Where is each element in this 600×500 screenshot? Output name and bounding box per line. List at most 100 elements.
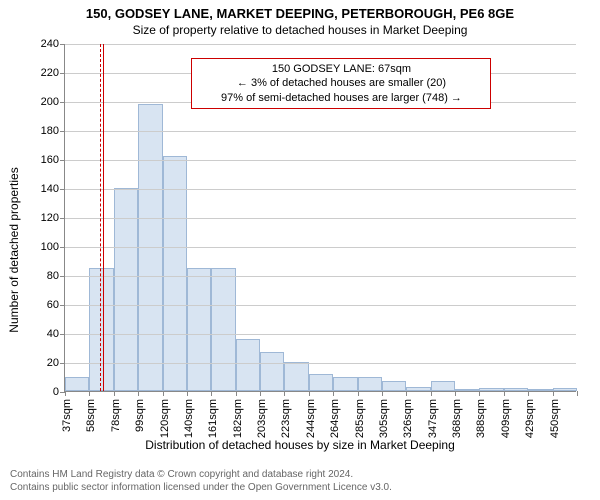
xtick-label: 409sqm — [500, 399, 512, 438]
ytick-label: 60 — [47, 299, 65, 311]
xtick-mark — [504, 391, 505, 396]
histogram-bar — [406, 387, 430, 391]
grid-line — [65, 276, 576, 277]
histogram-bar — [65, 377, 89, 392]
xtick-mark — [528, 391, 529, 396]
xtick-mark — [236, 391, 237, 396]
plot-area: 02040608010012014016018020022024037sqm58… — [64, 44, 576, 392]
xtick-mark — [309, 391, 310, 396]
xtick-label: 203sqm — [256, 399, 268, 438]
xtick-label: 305sqm — [378, 399, 390, 438]
histogram-bar — [236, 339, 260, 391]
xtick-mark — [455, 391, 456, 396]
reference-line — [103, 44, 104, 391]
license-text: Contains HM Land Registry data © Crown c… — [10, 468, 392, 494]
xtick-label: 120sqm — [159, 399, 171, 438]
xtick-label: 368sqm — [451, 399, 463, 438]
xtick-label: 450sqm — [549, 399, 561, 438]
ytick-label: 200 — [41, 96, 65, 108]
xtick-mark — [138, 391, 139, 396]
xtick-label: 347sqm — [427, 399, 439, 438]
ytick-label: 120 — [41, 212, 65, 224]
annotation-box: 150 GODSEY LANE: 67sqm← 3% of detached h… — [191, 58, 491, 109]
ytick-label: 180 — [41, 125, 65, 137]
histogram-bar — [284, 362, 308, 391]
ytick-label: 40 — [47, 328, 65, 340]
xtick-mark — [479, 391, 480, 396]
grid-line — [65, 247, 576, 248]
grid-line — [65, 44, 576, 45]
xtick-mark — [65, 391, 66, 396]
xtick-label: 161sqm — [207, 399, 219, 438]
ytick-label: 140 — [41, 183, 65, 195]
xtick-mark — [163, 391, 164, 396]
histogram-bar — [163, 156, 187, 391]
annotation-line: ← 3% of detached houses are smaller (20) — [198, 76, 484, 90]
xtick-mark — [358, 391, 359, 396]
annotation-line: 150 GODSEY LANE: 67sqm — [198, 62, 484, 76]
xtick-mark — [211, 391, 212, 396]
xtick-mark — [260, 391, 261, 396]
xtick-label: 223sqm — [280, 399, 292, 438]
chart-wrap: 02040608010012014016018020022024037sqm58… — [64, 44, 576, 392]
histogram-bar — [89, 268, 113, 391]
grid-line — [65, 305, 576, 306]
grid-line — [65, 189, 576, 190]
histogram-bar — [431, 381, 455, 391]
xtick-label: 264sqm — [329, 399, 341, 438]
histogram-bar — [479, 388, 503, 391]
xtick-label: 429sqm — [524, 399, 536, 438]
annotation-line: 97% of semi-detached houses are larger (… — [198, 91, 484, 105]
xtick-label: 78sqm — [110, 399, 122, 432]
xtick-mark — [187, 391, 188, 396]
xtick-mark — [284, 391, 285, 396]
ytick-label: 100 — [41, 241, 65, 253]
ytick-label: 220 — [41, 67, 65, 79]
xtick-mark — [89, 391, 90, 396]
histogram-bar — [211, 268, 235, 391]
license-line2: Contains public sector information licen… — [10, 481, 392, 494]
histogram-bar — [528, 389, 552, 391]
xtick-label: 58sqm — [85, 399, 97, 432]
grid-line — [65, 218, 576, 219]
xtick-label: 37sqm — [61, 399, 73, 432]
xtick-mark — [333, 391, 334, 396]
ytick-label: 80 — [47, 270, 65, 282]
license-line1: Contains HM Land Registry data © Crown c… — [10, 468, 392, 481]
histogram-bar — [187, 268, 211, 391]
xtick-mark — [382, 391, 383, 396]
x-axis-label: Distribution of detached houses by size … — [0, 438, 600, 452]
ytick-label: 240 — [41, 38, 65, 50]
grid-line — [65, 131, 576, 132]
xtick-mark — [553, 391, 554, 396]
histogram-bar — [309, 374, 333, 391]
ytick-label: 0 — [53, 386, 65, 398]
xtick-label: 285sqm — [354, 399, 366, 438]
ytick-label: 160 — [41, 154, 65, 166]
grid-line — [65, 334, 576, 335]
xtick-label: 182sqm — [232, 399, 244, 438]
chart-subtitle: Size of property relative to detached ho… — [0, 21, 600, 37]
ytick-label: 20 — [47, 357, 65, 369]
histogram-bar — [358, 377, 382, 392]
xtick-label: 140sqm — [183, 399, 195, 438]
xtick-mark — [114, 391, 115, 396]
xtick-mark — [577, 391, 578, 396]
xtick-label: 244sqm — [305, 399, 317, 438]
y-axis-label: Number of detached properties — [7, 167, 21, 332]
histogram-bar — [504, 388, 528, 391]
chart-title: 150, GODSEY LANE, MARKET DEEPING, PETERB… — [0, 0, 600, 21]
grid-line — [65, 160, 576, 161]
grid-line — [65, 363, 576, 364]
chart-container: 150, GODSEY LANE, MARKET DEEPING, PETERB… — [0, 0, 600, 500]
xtick-label: 388sqm — [475, 399, 487, 438]
reference-line — [100, 44, 101, 391]
xtick-label: 326sqm — [402, 399, 414, 438]
xtick-mark — [431, 391, 432, 396]
histogram-bar — [553, 388, 577, 391]
xtick-label: 99sqm — [134, 399, 146, 432]
histogram-bar — [333, 377, 357, 392]
xtick-mark — [406, 391, 407, 396]
histogram-bar — [260, 352, 284, 391]
histogram-bar — [382, 381, 406, 391]
